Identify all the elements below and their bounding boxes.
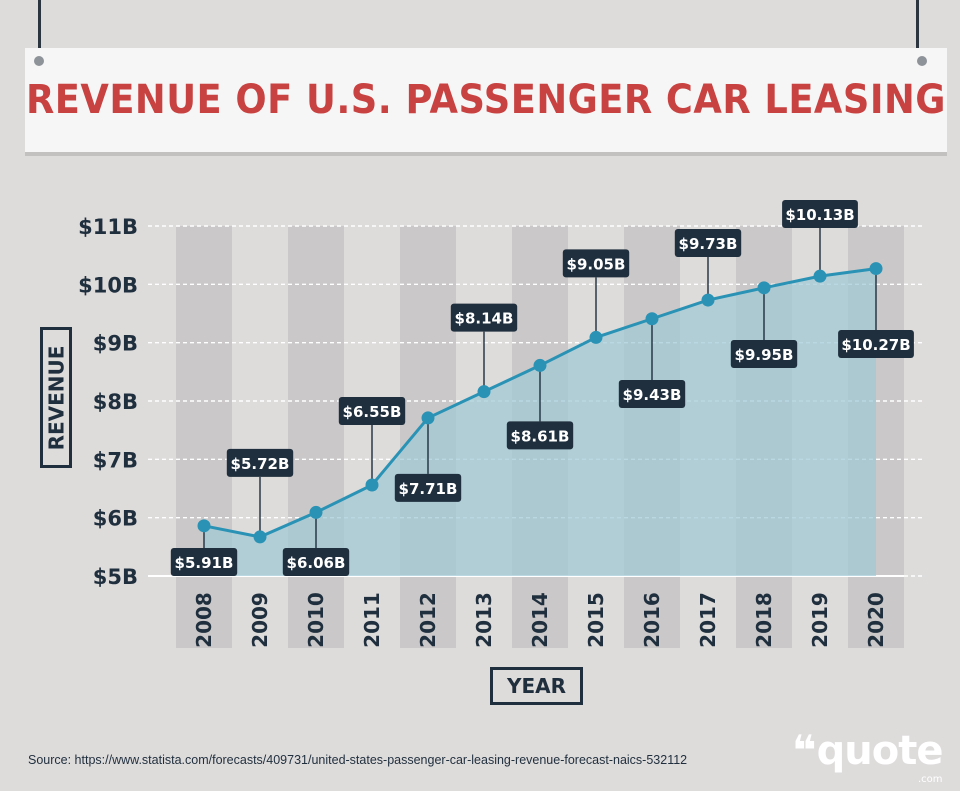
data-point: [533, 358, 547, 372]
column-stripe: [288, 226, 344, 648]
banner-hanger-left: [38, 0, 41, 60]
y-tick-label: $9B: [93, 332, 138, 356]
data-point: [869, 262, 883, 276]
x-tick-label: 2008: [192, 592, 216, 648]
data-label: $8.61B: [511, 427, 570, 445]
y-axis-label-text: REVENUE: [44, 345, 68, 450]
quote-bubble-icon: ❝: [792, 726, 817, 775]
data-label-box: [394, 473, 462, 502]
data-point: [813, 269, 827, 283]
data-label: $9.43B: [623, 386, 682, 404]
data-point: [589, 330, 603, 344]
data-label-box: [618, 380, 686, 408]
x-tick-label: 2013: [472, 592, 496, 648]
logo-text: quote: [816, 728, 944, 774]
y-tick-label: $11B: [78, 215, 138, 239]
data-point: [365, 478, 379, 492]
data-point: [701, 293, 715, 307]
data-point: [197, 519, 211, 533]
x-tick-label: 2020: [864, 592, 888, 648]
data-label: $8.14B: [455, 310, 514, 328]
data-point: [477, 385, 491, 399]
y-tick-label: $5B: [93, 565, 138, 589]
x-tick-label: 2009: [248, 592, 272, 648]
data-label-box: [782, 200, 858, 228]
column-stripe: [176, 226, 232, 648]
x-tick-label: 2011: [360, 592, 384, 648]
data-label-box: [450, 303, 518, 332]
x-axis-label: YEAR: [490, 667, 583, 705]
data-label-box: [838, 330, 914, 358]
logo-suffix: .com: [917, 774, 943, 785]
data-label: $6.55B: [343, 403, 402, 421]
banner-pin-left: [34, 56, 44, 66]
quote-logo: ❝ quote .com: [792, 726, 944, 786]
data-label-box: [226, 448, 294, 477]
x-tick-label: 2018: [752, 592, 776, 648]
data-label: $6.06B: [287, 554, 346, 572]
data-label: $5.72B: [231, 455, 290, 473]
y-tick-label: $6B: [93, 507, 138, 531]
y-tick-label: $8B: [93, 390, 138, 414]
banner-pin-right: [917, 56, 927, 66]
data-label-box: [506, 421, 574, 450]
x-tick-label: 2016: [640, 592, 664, 648]
data-label: $10.27B: [841, 336, 910, 354]
data-label: $9.05B: [567, 255, 626, 273]
x-tick-label: 2015: [584, 592, 608, 648]
data-label-box: [730, 340, 798, 368]
x-axis-label-text: YEAR: [506, 674, 567, 698]
y-axis-label: REVENUE: [40, 327, 72, 468]
data-point: [645, 312, 659, 326]
data-point: [421, 411, 435, 425]
data-label-box: [338, 397, 406, 425]
data-label: $10.13B: [785, 206, 854, 224]
y-tick-label: $7B: [93, 448, 138, 472]
x-tick-label: 2010: [304, 592, 328, 648]
data-label: $5.91B: [175, 554, 234, 572]
y-tick-label: $10B: [78, 273, 138, 297]
data-point: [757, 281, 771, 295]
title-banner: REVENUE OF U.S. PASSENGER CAR LEASING: [25, 48, 947, 152]
data-point: [253, 530, 267, 544]
data-label-box: [562, 249, 630, 278]
banner-hanger-right: [916, 0, 919, 60]
data-label-box: [282, 548, 350, 576]
source-citation: Source: https://www.statista.com/forecas…: [28, 753, 688, 767]
x-tick-label: 2014: [528, 592, 552, 648]
x-tick-label: 2019: [808, 592, 832, 648]
x-tick-label: 2017: [696, 592, 720, 648]
chart-title: REVENUE OF U.S. PASSENGER CAR LEASING: [26, 77, 946, 123]
data-label: $9.73B: [679, 235, 738, 253]
data-label-box: [170, 548, 238, 576]
data-label-box: [674, 229, 742, 257]
data-point: [309, 505, 323, 519]
data-label: $9.95B: [735, 346, 794, 364]
x-tick-label: 2012: [416, 592, 440, 648]
data-label: $7.71B: [399, 480, 458, 498]
